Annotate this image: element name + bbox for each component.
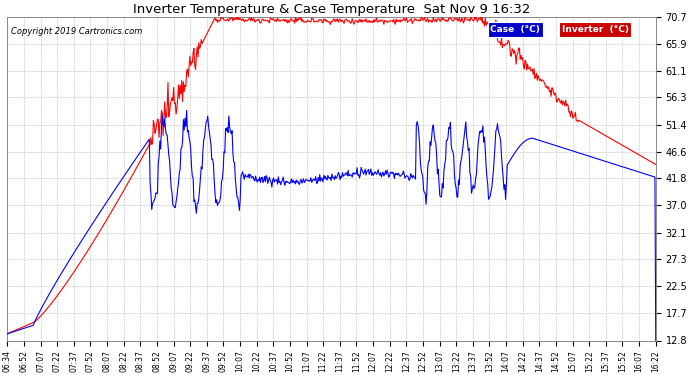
Text: Copyright 2019 Cartronics.com: Copyright 2019 Cartronics.com <box>10 27 142 36</box>
Text: Inverter  (°C): Inverter (°C) <box>562 25 629 34</box>
Title: Inverter Temperature & Case Temperature  Sat Nov 9 16:32: Inverter Temperature & Case Temperature … <box>133 3 530 16</box>
Text: Case  (°C): Case (°C) <box>491 25 540 34</box>
